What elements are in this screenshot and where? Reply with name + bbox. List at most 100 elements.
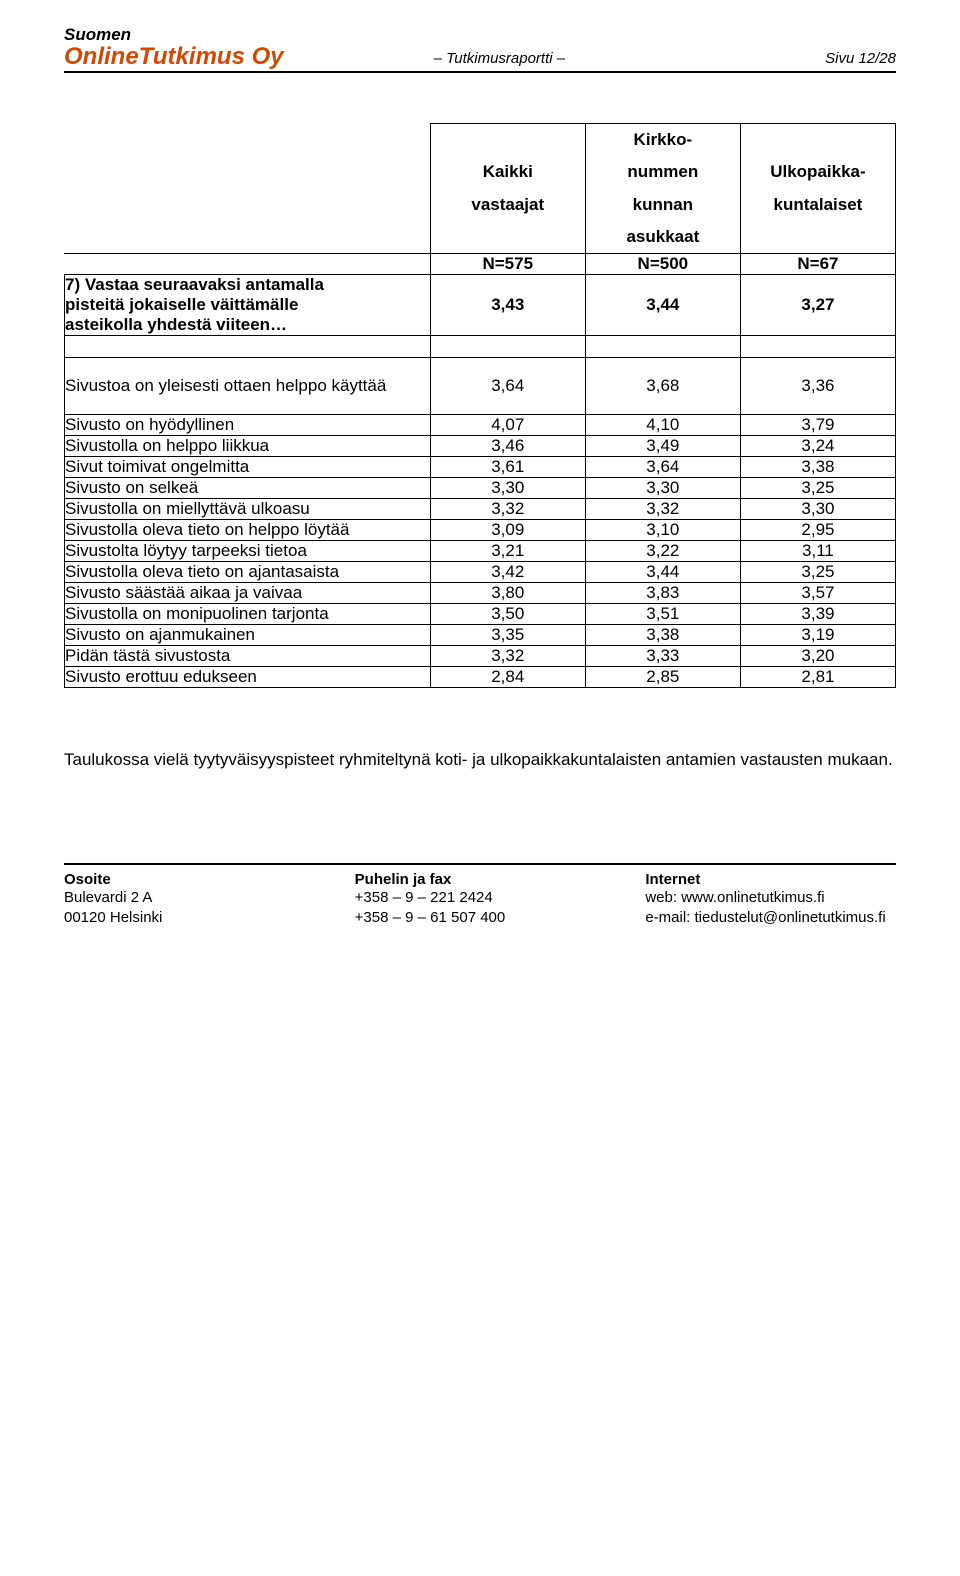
page: Suomen OnlineTutkimus Oy – Tutkimusrapor…	[0, 0, 960, 948]
footer-line: 00120 Helsinki	[64, 908, 315, 928]
spacer	[430, 336, 585, 358]
table-row: Sivustolta löytyy tarpeeksi tietoa3,213,…	[65, 541, 896, 562]
table-row: Sivustoa on yleisesti ottaen helppo käyt…	[65, 358, 896, 415]
footer-col-2: Puhelin ja fax +358 – 9 – 221 2424 +358 …	[355, 871, 606, 929]
spacer	[65, 336, 431, 358]
blank-cell	[65, 254, 431, 275]
footer: Osoite Bulevardi 2 A 00120 Helsinki Puhe…	[64, 871, 896, 929]
row-value: 3,64	[430, 358, 585, 415]
col-header-1: Kaikki vastaajat	[430, 124, 585, 254]
row-value: 3,46	[430, 436, 585, 457]
row-value: 3,24	[740, 436, 895, 457]
row-label: Sivusto on hyödyllinen	[65, 415, 431, 436]
col2-l4: asukkaat	[626, 227, 699, 246]
row-value: 3,38	[740, 457, 895, 478]
row-value: 3,30	[740, 499, 895, 520]
row-value: 3,22	[585, 541, 740, 562]
n-c3: N=67	[740, 254, 895, 275]
row-value: 3,20	[740, 646, 895, 667]
footer-rule	[64, 863, 896, 865]
row-value: 3,38	[585, 625, 740, 646]
footer-title-1: Osoite	[64, 871, 315, 888]
brand-line2: OnlineTutkimus Oy	[64, 44, 284, 69]
row-value: 3,10	[585, 520, 740, 541]
n-c2: N=500	[585, 254, 740, 275]
row-value: 3,49	[585, 436, 740, 457]
row-label: Sivusto erottuu edukseen	[65, 667, 431, 688]
row-value: 3,25	[740, 478, 895, 499]
row-value: 3,68	[585, 358, 740, 415]
brand: Suomen OnlineTutkimus Oy	[64, 26, 284, 69]
row-value: 3,21	[430, 541, 585, 562]
header-page: Sivu 12/28	[825, 50, 896, 67]
footer-col-3: Internet web: www.onlinetutkimus.fi e-ma…	[645, 871, 896, 929]
row-value: 3,25	[740, 562, 895, 583]
col1-l1: Kaikki	[483, 162, 533, 181]
q-c1: 3,43	[430, 275, 585, 336]
footer-line: +358 – 9 – 61 507 400	[355, 908, 606, 928]
row-value: 3,32	[430, 499, 585, 520]
row-value: 4,07	[430, 415, 585, 436]
table-row: Sivusto on ajanmukainen3,353,383,19	[65, 625, 896, 646]
q-l3: asteikolla yhdestä viiteen…	[65, 315, 287, 334]
row-value: 3,36	[740, 358, 895, 415]
header-center: – Tutkimusraportti –	[434, 50, 565, 67]
row-label: Sivustoa on yleisesti ottaen helppo käyt…	[65, 358, 431, 415]
table-header-row: Kaikki vastaajat Kirkko- nummen kunnan a…	[65, 124, 896, 254]
row-value: 3,44	[585, 562, 740, 583]
row-value: 3,33	[585, 646, 740, 667]
q-l1: 7) Vastaa seuraavaksi antamalla	[65, 275, 324, 294]
table-row: Sivustolla on monipuolinen tarjonta3,503…	[65, 604, 896, 625]
row-label: Sivustolta löytyy tarpeeksi tietoa	[65, 541, 431, 562]
row-label: Sivusto on ajanmukainen	[65, 625, 431, 646]
footer-col-1: Osoite Bulevardi 2 A 00120 Helsinki	[64, 871, 315, 929]
table-row: Sivut toimivat ongelmitta3,613,643,38	[65, 457, 896, 478]
row-value: 3,39	[740, 604, 895, 625]
row-value: 3,79	[740, 415, 895, 436]
spacer-row	[65, 336, 896, 358]
survey-table: Kaikki vastaajat Kirkko- nummen kunnan a…	[64, 123, 896, 688]
question-label: 7) Vastaa seuraavaksi antamalla pisteitä…	[65, 275, 431, 336]
n-c1: N=575	[430, 254, 585, 275]
row-value: 3,09	[430, 520, 585, 541]
footer-line: e-mail: tiedustelut@onlinetutkimus.fi	[645, 908, 896, 928]
table-row: Sivusto säästää aikaa ja vaivaa3,803,833…	[65, 583, 896, 604]
table-row: Sivustolla oleva tieto on helppo löytää3…	[65, 520, 896, 541]
row-label: Sivustolla on monipuolinen tarjonta	[65, 604, 431, 625]
row-value: 3,64	[585, 457, 740, 478]
col2-l2: nummen	[627, 162, 698, 181]
row-label: Sivustolla on helppo liikkua	[65, 436, 431, 457]
row-label: Sivustolla oleva tieto on ajantasaista	[65, 562, 431, 583]
table-row: Sivusto on selkeä3,303,303,25	[65, 478, 896, 499]
table-row: Sivusto erottuu edukseen2,842,852,81	[65, 667, 896, 688]
row-value: 3,19	[740, 625, 895, 646]
row-value: 3,35	[430, 625, 585, 646]
spacer	[740, 336, 895, 358]
row-value: 3,80	[430, 583, 585, 604]
row-label: Sivusto säästää aikaa ja vaivaa	[65, 583, 431, 604]
footer-line: Bulevardi 2 A	[64, 888, 315, 908]
row-label: Sivut toimivat ongelmitta	[65, 457, 431, 478]
row-value: 3,51	[585, 604, 740, 625]
header-right: – Tutkimusraportti – Sivu 12/28	[434, 50, 896, 69]
row-label: Pidän tästä sivustosta	[65, 646, 431, 667]
col-header-2: Kirkko- nummen kunnan asukkaat	[585, 124, 740, 254]
row-value: 2,85	[585, 667, 740, 688]
table-row: Sivustolla on miellyttävä ulkoasu3,323,3…	[65, 499, 896, 520]
row-label: Sivustolla oleva tieto on helppo löytää	[65, 520, 431, 541]
col-header-3: Ulkopaikka- kuntalaiset	[740, 124, 895, 254]
row-value: 3,50	[430, 604, 585, 625]
row-label: Sivusto on selkeä	[65, 478, 431, 499]
row-value: 2,95	[740, 520, 895, 541]
footer-line: web: www.onlinetutkimus.fi	[645, 888, 896, 908]
content: Kaikki vastaajat Kirkko- nummen kunnan a…	[64, 123, 896, 928]
table-row: Sivustolla oleva tieto on ajantasaista3,…	[65, 562, 896, 583]
footer-line: +358 – 9 – 221 2424	[355, 888, 606, 908]
q-c3: 3,27	[740, 275, 895, 336]
brand-line1: Suomen	[64, 26, 284, 44]
page-header: Suomen OnlineTutkimus Oy – Tutkimusrapor…	[64, 26, 896, 73]
spacer	[585, 336, 740, 358]
table-row: Sivustolla on helppo liikkua3,463,493,24	[65, 436, 896, 457]
question-row: 7) Vastaa seuraavaksi antamalla pisteitä…	[65, 275, 896, 336]
row-value: 3,42	[430, 562, 585, 583]
